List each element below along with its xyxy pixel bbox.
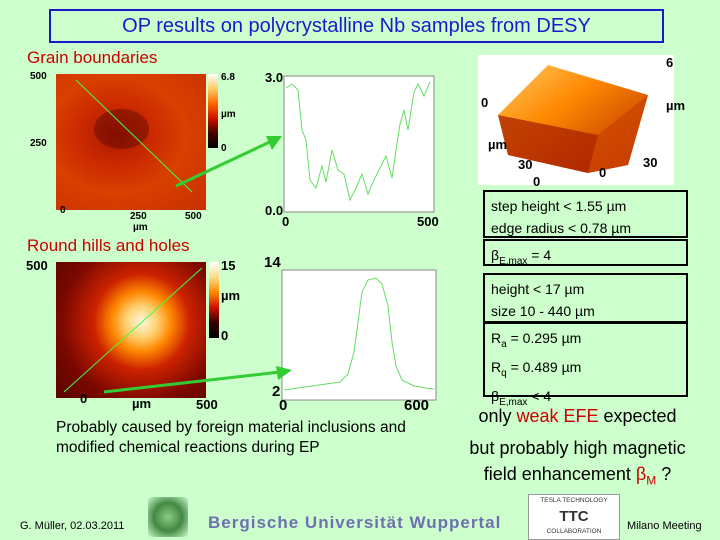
hills-profile-xleft: 0 xyxy=(279,397,288,414)
efe-conclusion: only weak EFE expected but probably high… xyxy=(450,403,705,494)
ttc-tesla-text: TESLA TECHNOLOGY xyxy=(540,497,608,504)
edge-radius-text: edge radius < 0.78 µm xyxy=(491,220,631,236)
footer-meeting: Milano Meeting xyxy=(627,520,702,532)
hills-scale-min: 0 xyxy=(221,328,229,343)
efe-line3-pre: field enhancement xyxy=(483,464,636,484)
grain-map-xunit: µm xyxy=(133,222,148,233)
beta-value: = 4 xyxy=(527,247,552,263)
grain-profile-ybottom: 0.0 xyxy=(265,203,284,218)
efe-weak: weak EFE xyxy=(516,406,599,426)
hills-scale-unit: µm xyxy=(221,288,241,303)
efe-beta-sub: M xyxy=(646,473,657,488)
grain-surface-3d xyxy=(478,55,674,185)
beta2-symbol: β xyxy=(491,387,500,404)
hills-profile-plot xyxy=(281,269,437,401)
grain-profile-xleft: 0 xyxy=(282,214,290,229)
surface-xmid: 30 xyxy=(518,157,533,172)
rq-value: = 0.489 µm xyxy=(506,358,582,375)
university-name: Bergische Universität Wuppertal xyxy=(208,513,502,532)
ttc-logo: TESLA TECHNOLOGY TTC COLLABORATION xyxy=(528,494,620,540)
hills-roughness-box: Ra = 0.295 µm Rq = 0.489 µm βE,max < 4 xyxy=(483,322,688,407)
grain-afm-map xyxy=(56,74,206,210)
hills-scale-max: 15 xyxy=(221,258,236,273)
surface-y0: 0 xyxy=(599,165,607,180)
efe-post: expected xyxy=(598,406,677,426)
grain-green-arrow xyxy=(175,136,282,188)
efe-line3-post: ? xyxy=(656,464,672,484)
footer-author: G. Müller, 02.03.2011 xyxy=(20,520,125,532)
grain-scale-unit: µm xyxy=(221,109,236,120)
grain-color-scale xyxy=(208,74,218,148)
round-hills-label: Round hills and holes xyxy=(27,236,190,255)
ra-value: = 0.295 µm xyxy=(506,330,582,346)
grain-dark-region xyxy=(94,109,149,149)
surface-xunit: µm xyxy=(488,137,508,152)
surface-ymid: 30 xyxy=(643,155,658,170)
grain-map-x0: 0 xyxy=(60,205,66,216)
beta-sub: E,max xyxy=(499,255,528,267)
ra-symbol: R xyxy=(491,330,502,346)
cause-note: Probably caused by foreign material incl… xyxy=(56,419,406,456)
hills-size-box: height < 17 µm size 10 - 440 µm xyxy=(483,273,688,323)
size-text: size 10 - 440 µm xyxy=(491,303,595,319)
grain-profile-plot xyxy=(283,75,435,213)
hills-profile-ytop: 14 xyxy=(264,254,281,271)
height-text: height < 17 µm xyxy=(491,281,585,297)
university-seal-logo xyxy=(148,497,188,537)
hills-beta-box: βE,max = 4 xyxy=(483,239,688,267)
grain-scale-min: 0 xyxy=(221,143,227,154)
grain-boundaries-label: Grain boundaries xyxy=(27,48,158,67)
grain-map-ymid: 250 xyxy=(30,138,47,149)
hills-afm-map xyxy=(56,262,206,398)
hills-map-x0: 0 xyxy=(80,391,88,406)
hills-scan-line xyxy=(63,267,203,393)
surface-zunit: µm xyxy=(666,98,686,113)
beta2-value: < 4 xyxy=(527,387,552,404)
beta-symbol: β xyxy=(491,247,500,263)
hills-color-scale xyxy=(209,262,219,338)
grain-info-box: step height < 1.55 µm edge radius < 0.78… xyxy=(483,190,688,238)
grain-map-ytop: 500 xyxy=(30,71,47,82)
grain-scan-line xyxy=(75,79,193,193)
page-title: OP results on polycrystalline Nb samples… xyxy=(49,9,664,43)
surface-zmax: 6 xyxy=(666,55,674,70)
grain-map-xmax: 500 xyxy=(185,211,202,222)
efe-pre: only xyxy=(478,406,517,426)
beta2-sub: E,max xyxy=(499,396,528,408)
hills-profile-xright: 600 xyxy=(404,397,430,414)
hills-profile-ybottom: 2 xyxy=(272,383,281,400)
step-height-text: step height < 1.55 µm xyxy=(491,198,627,214)
rq-sub: q xyxy=(501,367,507,379)
hills-map-xunit: µm xyxy=(132,396,152,411)
ttc-text: TTC xyxy=(559,508,589,525)
ttc-collab-text: COLLABORATION xyxy=(546,528,602,535)
hills-green-arrow xyxy=(103,366,292,394)
grain-scale-max: 6.8 xyxy=(221,72,235,83)
hills-map-ytop: 500 xyxy=(26,258,48,273)
efe-beta-symbol: β xyxy=(635,464,647,484)
surface-z0: 0 xyxy=(481,95,489,110)
surface-x0: 0 xyxy=(533,174,541,189)
grain-profile-ytop: 3.0 xyxy=(265,70,284,85)
rq-symbol: R xyxy=(491,358,502,375)
hills-map-xmax: 500 xyxy=(196,397,218,412)
ra-sub: a xyxy=(501,338,507,350)
efe-line2: but probably high magnetic xyxy=(469,438,686,458)
grain-profile-xright: 500 xyxy=(417,214,439,229)
grain-map-xmid: 250 xyxy=(130,211,147,222)
